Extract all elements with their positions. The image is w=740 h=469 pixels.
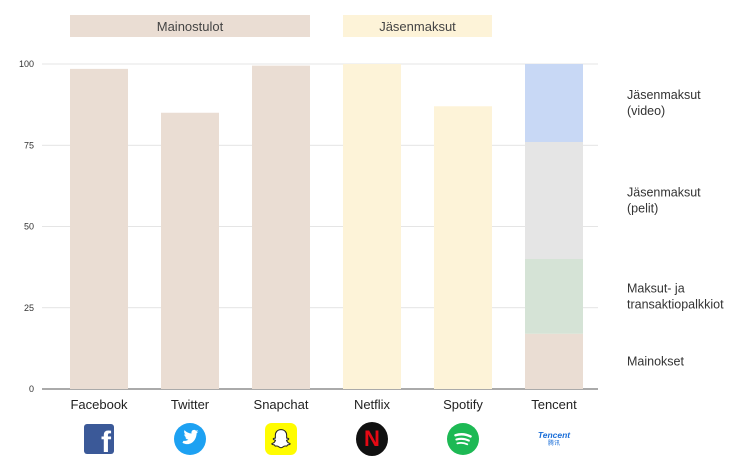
category-label: Twitter xyxy=(171,397,210,412)
segment-label: Jäsenmaksut xyxy=(627,88,701,102)
tencent-icon: Tencent 腾讯 xyxy=(537,430,571,448)
category-label: Snapchat xyxy=(254,397,309,412)
y-tick-label: 25 xyxy=(24,303,34,313)
bar-facebook xyxy=(70,68,128,389)
category-label: Spotify xyxy=(443,397,483,412)
y-tick-label: 0 xyxy=(29,384,34,394)
bar-spotify xyxy=(434,106,492,389)
segment-label: Maksut- ja xyxy=(627,281,685,295)
segment-label: (video) xyxy=(627,104,665,118)
bar-netflix xyxy=(343,64,401,389)
snapchat-icon xyxy=(265,423,297,455)
segment-label: (pelit) xyxy=(627,202,658,216)
stacked-segment-2 xyxy=(525,142,583,259)
y-tick-label: 100 xyxy=(19,59,34,69)
group-header-label: Mainostulot xyxy=(157,19,224,34)
category-label: Tencent xyxy=(531,397,577,412)
bar-snapchat xyxy=(252,65,310,389)
group-header-0 xyxy=(70,15,310,37)
facebook-icon: f xyxy=(83,423,115,455)
stacked-segment-3 xyxy=(525,64,583,142)
segment-label: Jäsenmaksut xyxy=(627,186,701,200)
category-label: Netflix xyxy=(354,397,391,412)
stacked-segment-1 xyxy=(525,259,583,334)
y-tick-label: 50 xyxy=(24,222,34,232)
segment-label: transaktiopalkkiot xyxy=(627,297,724,311)
netflix-icon: N xyxy=(356,422,388,456)
twitter-icon xyxy=(174,423,206,455)
group-header-1 xyxy=(343,15,492,37)
y-tick-label: 75 xyxy=(24,140,34,150)
group-header-label: Jäsenmaksut xyxy=(379,19,456,34)
category-label: Facebook xyxy=(70,397,128,412)
spotify-icon xyxy=(447,423,479,455)
segment-label: Mainokset xyxy=(627,354,684,368)
stacked-segment-0 xyxy=(525,333,583,389)
bar-twitter xyxy=(161,112,219,389)
